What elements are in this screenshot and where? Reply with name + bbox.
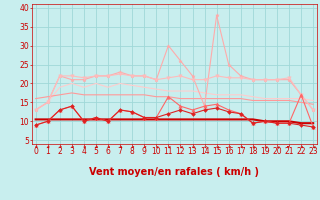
X-axis label: Vent moyen/en rafales ( km/h ): Vent moyen/en rafales ( km/h ) — [89, 167, 260, 177]
